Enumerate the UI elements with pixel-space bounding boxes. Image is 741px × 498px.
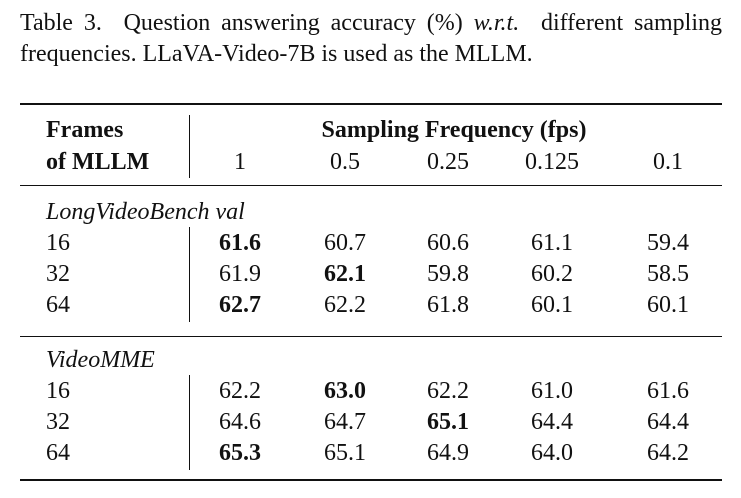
cell: 60.6 (427, 230, 469, 256)
group-header: Sampling Frequency (fps) (321, 117, 587, 143)
cell: 61.8 (427, 292, 469, 318)
cell: 62.7 (219, 292, 261, 318)
caption-text: Question answering accuracy (%) (123, 10, 463, 36)
top-rule (20, 103, 722, 105)
cell: 60.1 (531, 292, 573, 318)
cell: 61.9 (219, 261, 261, 287)
row-label: 16 (46, 230, 70, 256)
cell: 65.1 (427, 409, 469, 435)
cell: 64.0 (531, 440, 573, 466)
column-divider (189, 227, 190, 322)
bottom-rule (20, 479, 722, 481)
cell: 60.7 (324, 230, 366, 256)
row-header: Frames (46, 117, 124, 143)
column-divider (189, 115, 190, 178)
cell: 62.1 (324, 261, 366, 287)
caption-emphasis: w.r.t. (473, 10, 520, 36)
caption-text-end: different sampling frequencies. LLaVA-Vi… (20, 10, 723, 67)
cell: 60.1 (647, 292, 689, 318)
column-divider (189, 375, 190, 470)
section-rule (20, 336, 722, 337)
column-header: 1 (234, 149, 246, 175)
cell: 62.2 (219, 378, 261, 404)
row-label: 64 (46, 440, 70, 466)
cell: 61.1 (531, 230, 573, 256)
row-header: of MLLM (46, 149, 150, 175)
cell: 59.4 (647, 230, 689, 256)
cell: 61.6 (219, 230, 261, 256)
column-header: 0.125 (525, 149, 579, 175)
cell: 62.2 (324, 292, 366, 318)
column-header: 0.5 (330, 149, 360, 175)
cell: 64.2 (647, 440, 689, 466)
cell: 60.2 (531, 261, 573, 287)
cell: 61.0 (531, 378, 573, 404)
cell: 58.5 (647, 261, 689, 287)
cell: 62.2 (427, 378, 469, 404)
column-header: 0.1 (653, 149, 683, 175)
section-name: VideoMME (46, 347, 155, 373)
cell: 61.6 (647, 378, 689, 404)
row-label: 32 (46, 261, 70, 287)
cell: 63.0 (324, 378, 366, 404)
row-label: 64 (46, 292, 70, 318)
column-header: 0.25 (427, 149, 469, 175)
cell: 64.7 (324, 409, 366, 435)
cell: 65.1 (324, 440, 366, 466)
header-rule (20, 185, 722, 186)
cell: 59.8 (427, 261, 469, 287)
cell: 64.4 (647, 409, 689, 435)
cell: 64.4 (531, 409, 573, 435)
row-label: 16 (46, 378, 70, 404)
row-label: 32 (46, 409, 70, 435)
cell: 64.9 (427, 440, 469, 466)
caption: Table 3. Question answering accuracy (%)… (20, 8, 722, 70)
caption-label: Table 3. (20, 10, 102, 36)
cell: 65.3 (219, 440, 261, 466)
section-name: LongVideoBench val (46, 199, 245, 225)
cell: 64.6 (219, 409, 261, 435)
